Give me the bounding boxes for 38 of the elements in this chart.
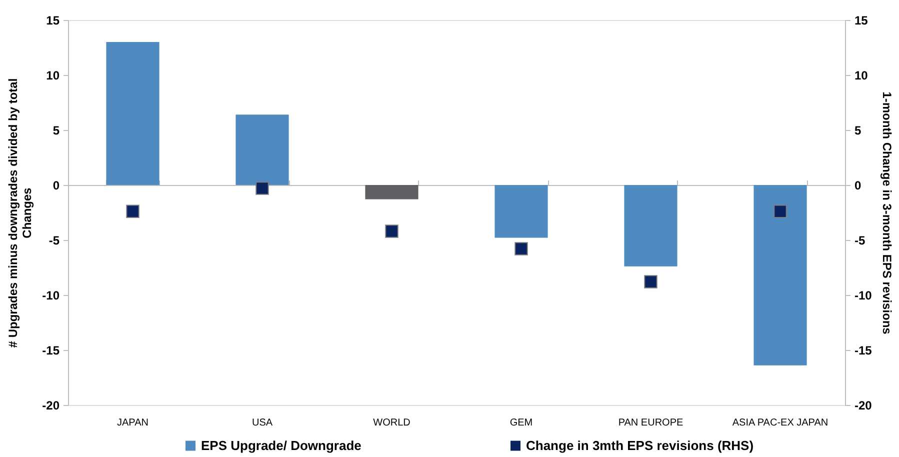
y2-tick-label: 5 bbox=[854, 124, 862, 138]
bar bbox=[624, 185, 678, 266]
x-tick-label: ASIA PAC-EX JAPAN bbox=[732, 418, 828, 428]
y2-tick-label: 10 bbox=[854, 68, 868, 82]
point bbox=[774, 204, 787, 218]
point bbox=[514, 242, 528, 256]
point bbox=[256, 182, 269, 195]
y2-axis-title: 1-month Change in 3-month EPS revisions bbox=[880, 92, 894, 335]
y-tick-label: -10 bbox=[42, 288, 60, 302]
x-tick-label: USA bbox=[252, 418, 273, 428]
y-tick-label: 5 bbox=[52, 124, 60, 138]
x-tick-label: WORLD bbox=[373, 418, 410, 428]
point bbox=[644, 275, 658, 288]
y2-tick-label: -10 bbox=[854, 288, 872, 302]
y2-tick-label: 15 bbox=[854, 14, 868, 28]
y-tick-label: -5 bbox=[48, 234, 60, 248]
y-tick-label: -20 bbox=[42, 398, 60, 412]
point bbox=[385, 224, 398, 238]
point bbox=[126, 204, 140, 218]
y2-tick-label: -5 bbox=[854, 234, 866, 248]
y-tick-label: 10 bbox=[46, 68, 60, 82]
x-tick-label: PAN EUROPE bbox=[618, 418, 684, 428]
legend-label: Change in 3mth EPS revisions (RHS) bbox=[526, 438, 754, 453]
y-tick-label: -15 bbox=[42, 344, 60, 358]
y-axis-title: # Upgrades minus downgrades divided by total Changes bbox=[6, 78, 34, 348]
y2-tick-label: -20 bbox=[854, 398, 872, 412]
legend-label: EPS Upgrade/ Downgrade bbox=[201, 438, 362, 453]
bar bbox=[236, 114, 289, 185]
bar bbox=[494, 185, 548, 238]
bar bbox=[754, 185, 807, 366]
bar bbox=[106, 42, 160, 185]
y2-tick-label: 0 bbox=[854, 178, 862, 192]
y-tick-label: 0 bbox=[52, 178, 60, 192]
y-tick-label: 15 bbox=[46, 14, 60, 28]
x-tick-label: GEM bbox=[510, 418, 533, 428]
x-tick-label: JAPAN bbox=[117, 418, 148, 428]
bar bbox=[365, 185, 418, 200]
y2-tick-label: -15 bbox=[854, 344, 872, 358]
